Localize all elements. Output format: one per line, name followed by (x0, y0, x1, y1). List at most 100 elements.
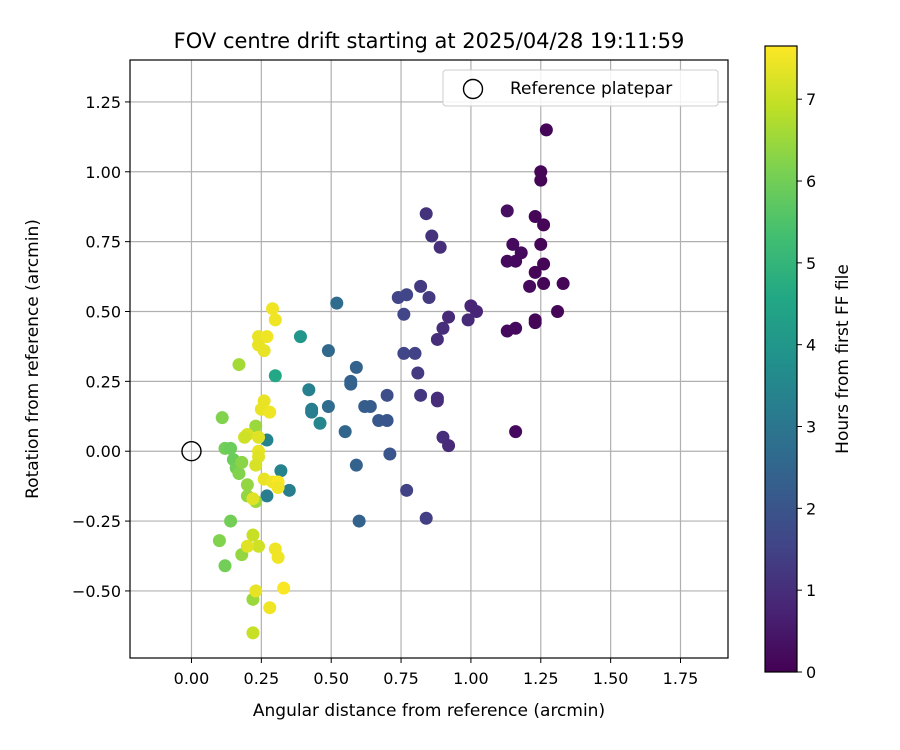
colorbar-label: Hours from first FF file (833, 264, 853, 454)
data-point (252, 539, 266, 553)
x-tick-label: 0.25 (244, 669, 280, 688)
data-point (509, 425, 523, 439)
y-tick-label: 1.25 (85, 93, 121, 112)
colorbar-tick-label: 0 (806, 663, 816, 682)
data-point (302, 383, 316, 397)
data-point (433, 240, 447, 254)
x-axis: 0.00 0.25 0.50 0.75 1.00 1.25 1.50 1.75 (174, 658, 699, 688)
colorbar: 0 1 2 3 4 5 6 7 Hours from first FF file (764, 45, 853, 682)
data-point (277, 581, 291, 595)
colorbar-tick-label: 1 (806, 581, 816, 600)
colorbar-tick-label: 7 (806, 90, 816, 109)
data-point (257, 344, 271, 358)
y-tick-label: 0.00 (85, 442, 121, 461)
data-point (430, 394, 444, 408)
colorbar-gradient (765, 46, 797, 672)
legend-marker-icon (462, 78, 484, 100)
data-point (218, 559, 232, 573)
data-points (212, 123, 570, 640)
data-point (344, 377, 358, 391)
data-point (260, 489, 274, 503)
colorbar-tick-label: 6 (806, 172, 816, 191)
data-point (330, 296, 344, 310)
data-point (509, 321, 523, 335)
data-point (470, 304, 484, 318)
data-point (240, 539, 254, 553)
data-point (268, 369, 282, 383)
data-point (263, 601, 277, 615)
data-point (266, 302, 280, 316)
data-point (383, 447, 397, 461)
data-point (235, 455, 249, 469)
colorbar-frame (764, 45, 798, 673)
data-point (425, 229, 439, 243)
data-point (436, 321, 450, 335)
y-tick-label: 0.75 (85, 233, 121, 252)
x-tick-label: 1.75 (663, 669, 699, 688)
data-point (551, 304, 565, 318)
data-point (263, 405, 277, 419)
data-point (246, 492, 260, 506)
y-tick-label: 0.50 (85, 302, 121, 321)
data-point (528, 265, 542, 279)
data-point (380, 413, 394, 427)
y-axis: −0.50 −0.25 0.00 0.25 0.50 0.75 1.00 1.25 (72, 93, 130, 601)
data-point (349, 360, 363, 374)
data-point (414, 388, 428, 402)
data-point (212, 534, 226, 548)
data-point (274, 464, 288, 478)
data-point (534, 173, 548, 187)
data-point (363, 400, 377, 414)
data-point (419, 207, 433, 221)
plot-frame (129, 59, 729, 659)
colorbar-tick-label: 5 (806, 254, 816, 273)
data-point (224, 441, 238, 455)
data-point (321, 344, 335, 358)
data-point (260, 330, 274, 344)
data-point (232, 358, 246, 372)
data-point (232, 467, 246, 481)
data-point (430, 332, 444, 346)
y-tick-label: −0.25 (72, 512, 121, 531)
data-point (509, 254, 523, 268)
data-point (249, 458, 263, 472)
data-point (215, 411, 229, 425)
x-tick-label: 0.50 (313, 669, 349, 688)
legend-box (442, 69, 719, 107)
data-point (556, 277, 570, 291)
data-point (442, 439, 456, 453)
data-point (238, 430, 252, 444)
data-point (282, 483, 296, 497)
reference-platepar-marker (181, 441, 202, 462)
data-point (313, 416, 327, 430)
plot-background (130, 60, 728, 658)
data-point (408, 346, 422, 360)
data-point (246, 528, 260, 542)
data-point (414, 279, 428, 293)
x-tick-label: 1.25 (523, 669, 559, 688)
data-point (224, 514, 238, 528)
data-point (400, 288, 414, 302)
data-point (268, 313, 282, 327)
y-tick-label: 1.00 (85, 163, 121, 182)
data-point (537, 277, 551, 291)
x-tick-label: 1.00 (453, 669, 489, 688)
data-point (240, 478, 254, 492)
x-tick-label: 0.75 (383, 669, 419, 688)
data-point (534, 237, 548, 251)
x-tick-label: 0.00 (174, 669, 210, 688)
data-point (539, 123, 553, 137)
x-axis-title: Angular distance from reference (arcmin) (253, 701, 605, 721)
data-point (411, 366, 425, 380)
data-point (506, 237, 520, 251)
data-point (397, 346, 411, 360)
plot-area: 0.00 0.25 0.50 0.75 1.00 1.25 1.50 1.75 −0.50 −0… (72, 59, 729, 688)
data-point (442, 310, 456, 324)
data-point (380, 388, 394, 402)
y-tick-label: −0.50 (72, 582, 121, 601)
data-point (252, 430, 266, 444)
data-point (419, 511, 433, 525)
data-point (249, 419, 263, 433)
x-tick-label: 1.50 (593, 669, 629, 688)
